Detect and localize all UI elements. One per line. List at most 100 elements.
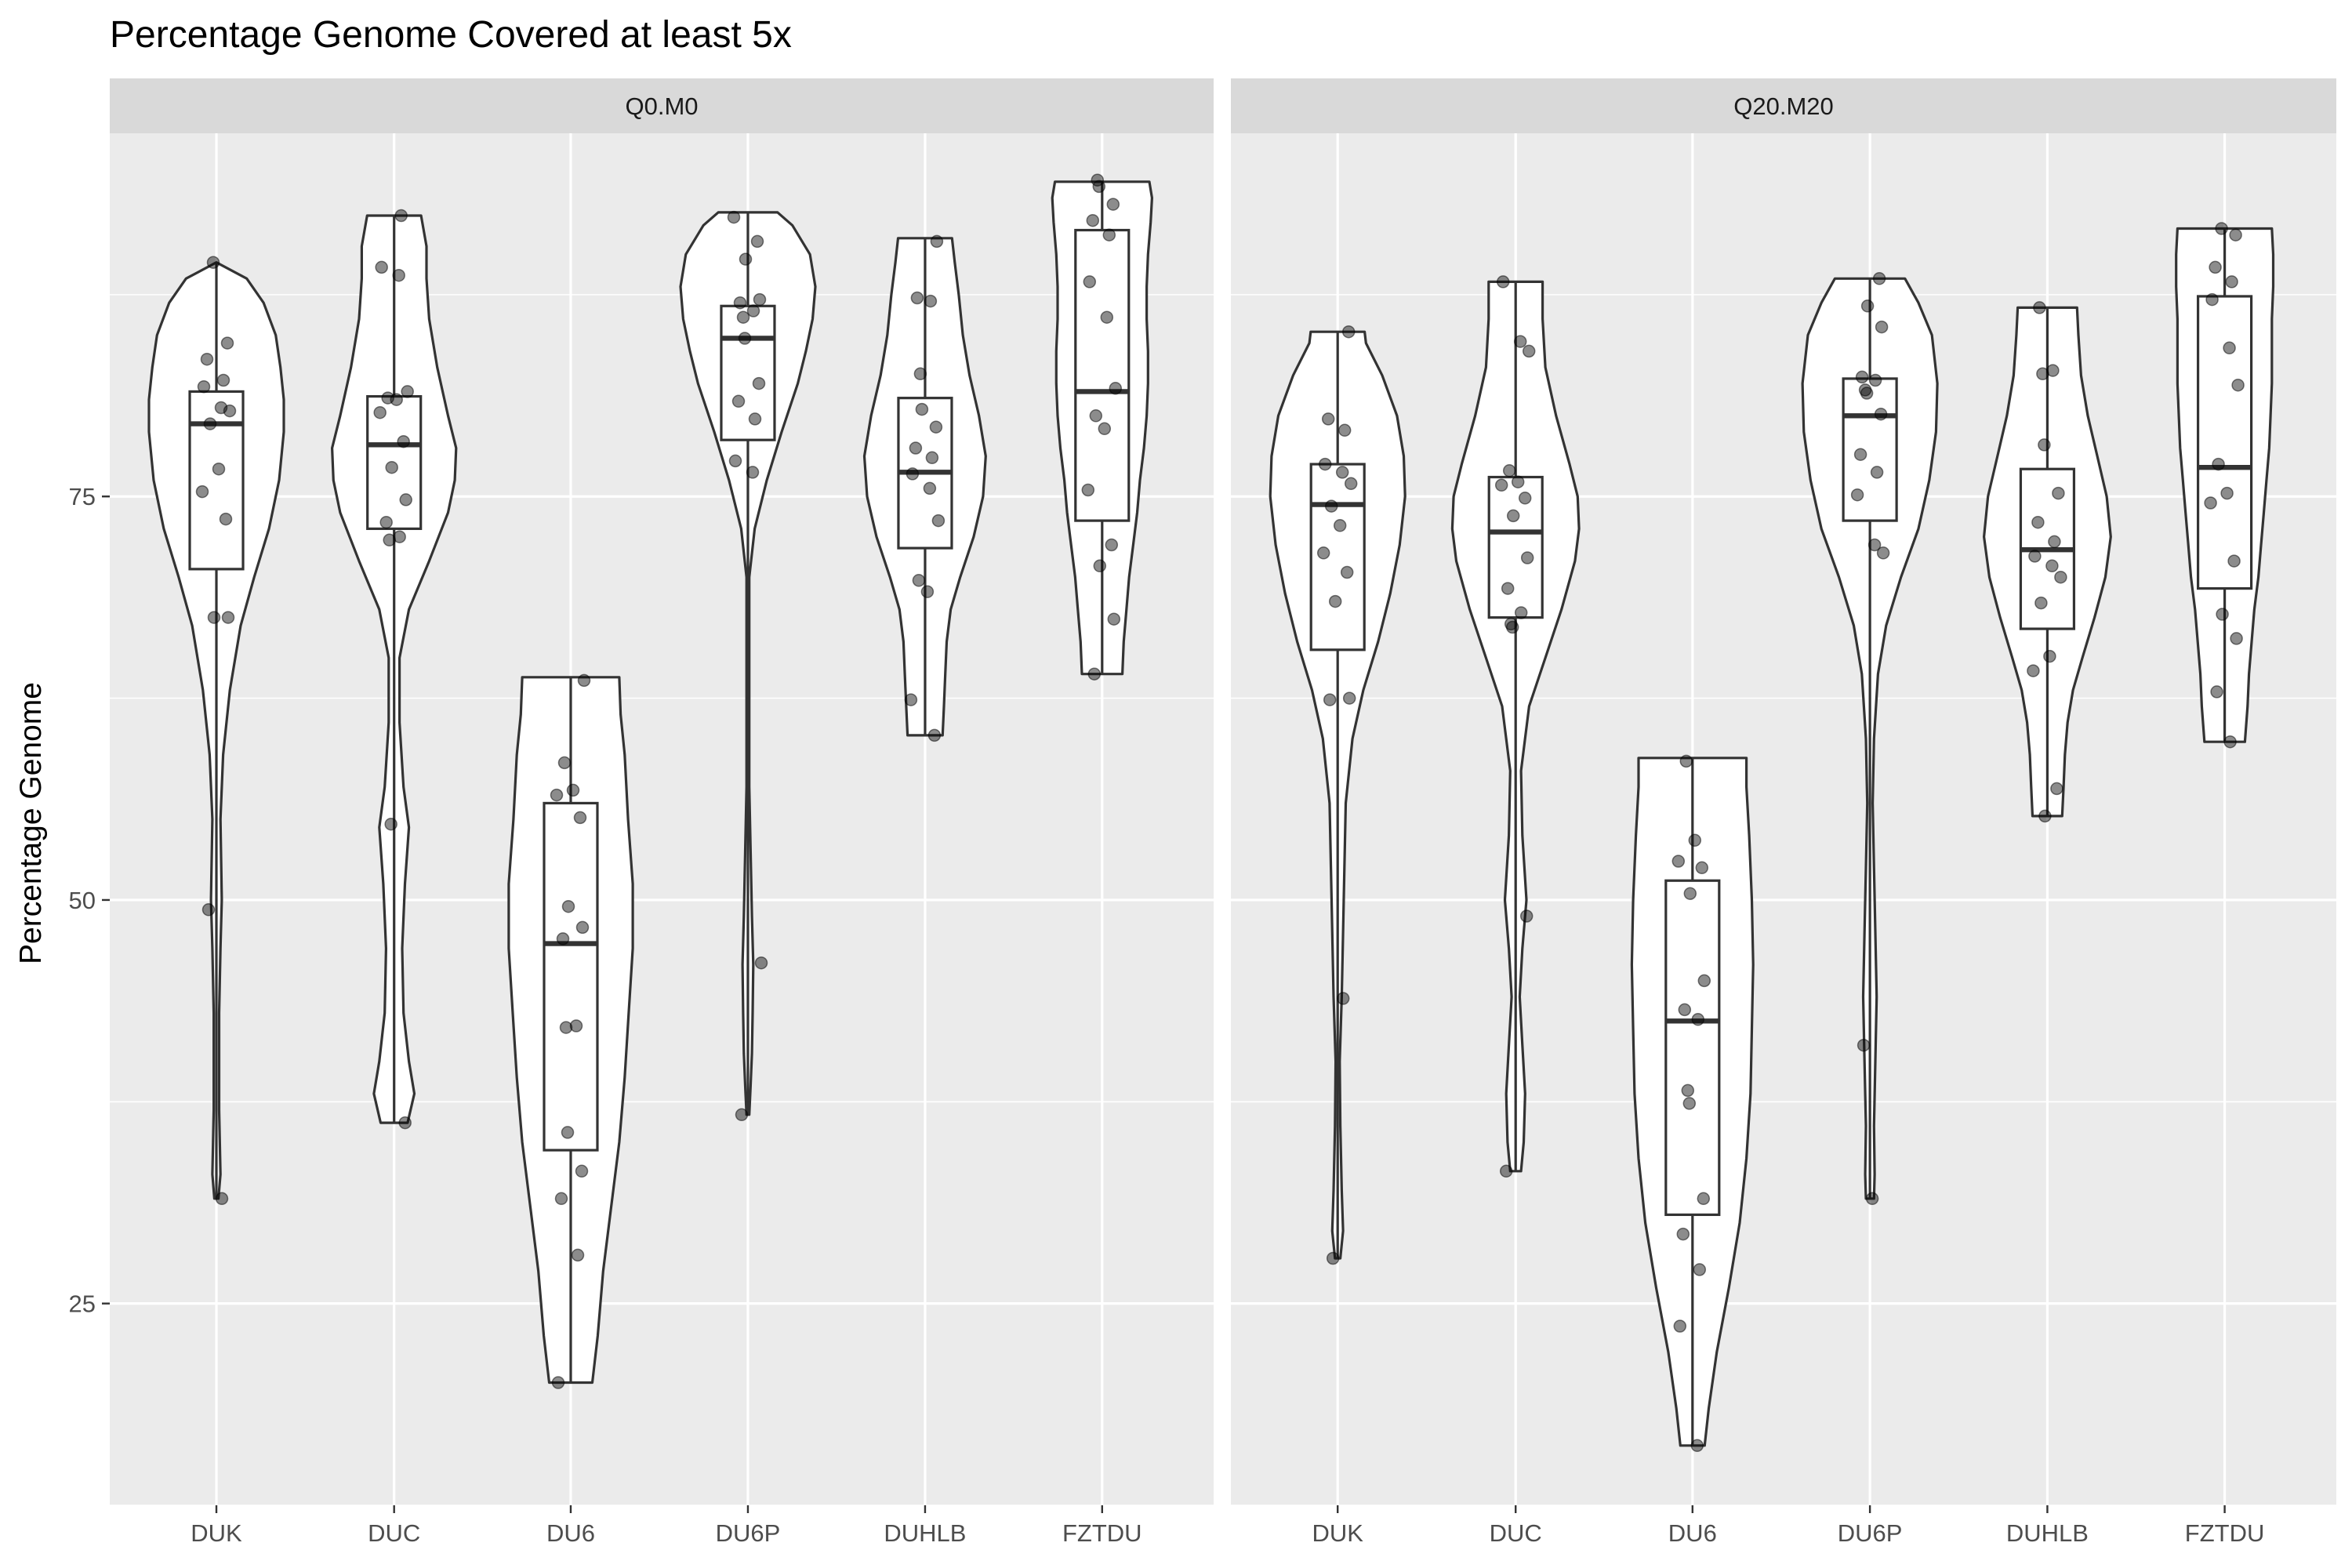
data-point <box>2052 486 2065 500</box>
x-tick-label: DUC <box>1490 1519 1542 1547</box>
x-tick-label: DU6 <box>546 1519 595 1547</box>
data-point <box>219 512 233 526</box>
chart-title: Percentage Genome Covered at least 5x <box>110 14 792 56</box>
data-point <box>551 1376 565 1389</box>
data-point <box>390 393 403 406</box>
data-point <box>200 352 214 366</box>
data-point <box>1501 582 1515 595</box>
data-point <box>401 385 414 398</box>
facet-strip-label: Q20.M20 <box>1733 93 1834 120</box>
data-point <box>220 336 234 350</box>
data-point <box>559 1021 573 1034</box>
data-point <box>2034 596 2048 610</box>
data-point <box>1109 382 1123 395</box>
data-point <box>203 417 217 430</box>
data-point <box>1514 606 1528 619</box>
data-point <box>566 783 580 797</box>
data-point <box>1087 667 1102 681</box>
data-point <box>748 412 762 426</box>
group-duc <box>1450 275 1581 1178</box>
group-du6p <box>679 210 817 1122</box>
data-point <box>750 234 764 249</box>
data-point <box>923 481 937 495</box>
data-point <box>1693 1263 1707 1276</box>
data-point <box>1342 691 1356 705</box>
box <box>720 304 776 441</box>
x-tick-label: DU6P <box>716 1519 781 1547</box>
data-point <box>197 379 211 394</box>
data-point <box>2227 554 2241 568</box>
data-point <box>931 514 946 528</box>
group-fztdu <box>2175 222 2275 749</box>
data-point <box>1857 1038 1871 1052</box>
data-point <box>1340 565 1354 579</box>
data-point <box>1494 478 1508 492</box>
data-point <box>727 210 741 224</box>
data-point <box>738 332 752 345</box>
data-point <box>1872 272 1886 285</box>
data-point <box>2031 515 2045 529</box>
data-point <box>221 611 235 624</box>
data-point <box>1105 538 1119 552</box>
data-point <box>2220 486 2234 500</box>
data-point <box>1341 325 1356 339</box>
facet-panel-0: Q0.M0 DUK DUC DU6 DU6P DUHLB FZTDU <box>110 78 1214 1547</box>
data-point <box>1326 1251 1340 1265</box>
data-point <box>906 467 920 481</box>
facet-panels: Q0.M0 DUK DUC DU6 DU6P DUHLB FZTDU 25 50 75 Q20.M2… <box>69 78 2336 1547</box>
data-point <box>1098 422 1112 436</box>
data-point <box>1106 198 1120 211</box>
data-point <box>2215 222 2228 235</box>
data-point <box>206 256 220 269</box>
data-point <box>223 404 237 418</box>
data-point <box>399 493 412 506</box>
facet-panel-1: Q20.M20 DUK DUC DU6 DU6P DUHLB FZTDU <box>1231 78 2336 1547</box>
data-point <box>1092 180 1106 194</box>
data-point <box>910 291 924 305</box>
data-point <box>1499 1164 1513 1178</box>
data-point <box>1100 310 1114 324</box>
data-point <box>2223 735 2237 749</box>
data-point <box>1335 466 1349 479</box>
data-point <box>930 234 944 249</box>
data-point <box>554 1192 568 1206</box>
data-point <box>561 899 575 913</box>
data-point <box>2212 457 2225 471</box>
facet-strip <box>110 78 1214 133</box>
data-point <box>1676 1227 1690 1241</box>
data-point <box>1321 412 1335 426</box>
data-point <box>1511 475 1525 488</box>
data-point <box>1875 320 1889 334</box>
data-point <box>904 693 918 706</box>
data-point <box>733 296 747 310</box>
group-duc <box>331 209 458 1130</box>
data-point <box>2229 228 2242 241</box>
data-point <box>746 466 760 479</box>
data-point <box>736 310 750 324</box>
data-point <box>735 1108 749 1122</box>
data-point <box>728 454 742 468</box>
data-point <box>1318 457 1332 471</box>
data-point <box>1102 228 1116 241</box>
data-point <box>1682 1097 1697 1110</box>
data-point <box>1505 620 1519 634</box>
data-point <box>557 756 572 770</box>
data-point <box>575 1164 589 1178</box>
data-point <box>1681 1083 1695 1098</box>
data-point <box>1673 1319 1687 1333</box>
data-point <box>2033 301 2046 314</box>
data-point <box>1502 464 1516 477</box>
panel-background <box>110 133 1214 1505</box>
data-point <box>1093 559 1107 573</box>
data-point <box>379 515 393 529</box>
data-point <box>2027 664 2040 677</box>
data-point <box>1086 213 1100 227</box>
data-point <box>207 611 221 624</box>
data-point <box>1083 275 1097 289</box>
data-point <box>383 533 396 547</box>
data-point <box>2054 570 2067 584</box>
data-point <box>1496 275 1510 289</box>
data-point <box>1333 519 1347 532</box>
data-point <box>2043 649 2056 663</box>
